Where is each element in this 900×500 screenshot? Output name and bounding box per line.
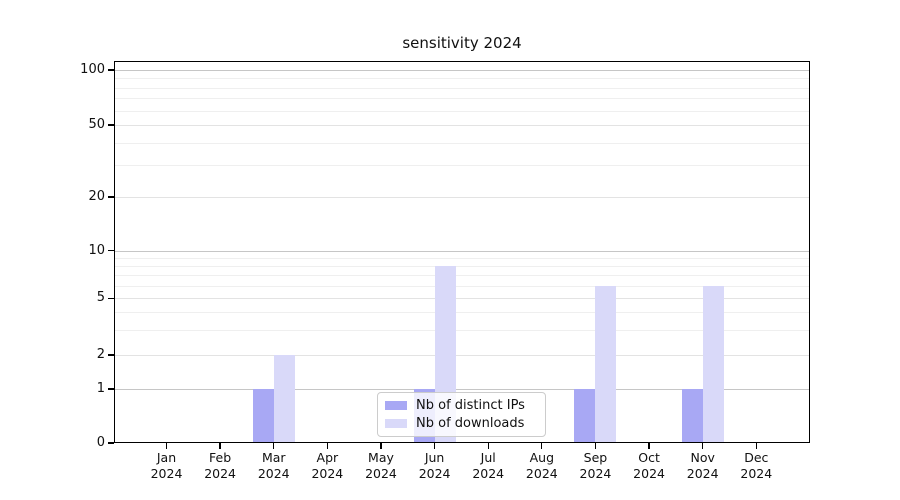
y-tick-label: 50 [88, 117, 105, 132]
x-tick-label: Nov 2024 [686, 450, 719, 481]
legend-label-downloads: Nb of downloads [416, 416, 525, 431]
x-tick-mark [541, 443, 543, 449]
gridline-minor [114, 87, 810, 89]
legend-item-distinct-ips: Nb of distinct IPs [378, 398, 545, 413]
gridline-minor [114, 110, 810, 112]
gridline-minor [114, 142, 810, 144]
gridline-minor [114, 285, 810, 287]
x-tick-mark [165, 443, 168, 449]
bar-distinct-ips [574, 389, 596, 443]
gridline-major [114, 197, 810, 198]
y-tick-label: 5 [96, 290, 105, 306]
bar-distinct-ips [681, 389, 703, 443]
y-tick-mark [108, 388, 114, 390]
gridline-minor [114, 98, 810, 100]
gridline-minor [114, 165, 810, 167]
x-tick-label: Feb 2024 [204, 450, 237, 481]
gridline-major [114, 70, 810, 71]
gridline-major [114, 355, 810, 356]
bar-downloads [595, 285, 617, 443]
gridline-major [114, 125, 810, 126]
y-tick-mark [108, 250, 114, 252]
gridline-minor [114, 78, 810, 80]
gridline-major [114, 389, 810, 390]
legend-swatch-downloads [385, 419, 407, 428]
bar-downloads [273, 355, 295, 443]
gridline-minor [114, 312, 810, 314]
y-tick-mark [108, 354, 114, 356]
y-tick-label: 0 [96, 435, 105, 450]
x-tick-label: Jun 2024 [418, 450, 451, 481]
x-tick-mark [755, 443, 757, 449]
x-tick-mark [648, 443, 650, 449]
gridline-minor [114, 329, 810, 331]
y-tick-label: 2 [96, 347, 105, 362]
legend-label-distinct-ips: Nb of distinct IPs [416, 398, 525, 413]
x-tick-mark [487, 443, 489, 449]
bar-downloads [702, 285, 724, 443]
legend-swatch-distinct-ips [385, 401, 407, 410]
x-tick-label: Aug 2024 [525, 450, 558, 481]
y-tick-mark [108, 124, 114, 126]
x-tick-label: Sep 2024 [579, 450, 612, 481]
x-tick-mark [433, 443, 436, 449]
y-tick-mark [108, 442, 114, 444]
y-tick-label: 10 [88, 242, 105, 258]
x-tick-label: Mar 2024 [257, 450, 290, 481]
gridline-minor [114, 257, 810, 259]
x-tick-label: Dec 2024 [740, 450, 773, 481]
x-tick-label: May 2024 [365, 450, 397, 481]
legend-item-downloads: Nb of downloads [378, 416, 545, 431]
gridline-major [114, 250, 810, 252]
gridline-minor [114, 275, 810, 277]
gridline-major [114, 298, 810, 300]
x-tick-label: Oct 2024 [633, 450, 665, 481]
y-tick-label: 100 [80, 62, 105, 77]
y-tick-label: 20 [88, 189, 105, 204]
x-tick-mark [702, 443, 704, 449]
y-tick-mark [108, 69, 114, 71]
x-tick-mark [594, 443, 597, 449]
x-tick-mark [326, 443, 328, 449]
y-tick-mark [108, 297, 114, 299]
x-tick-label: Apr 2024 [311, 450, 344, 481]
y-tick-label: 1 [96, 381, 105, 396]
legend: Nb of distinct IPs Nb of downloads [377, 392, 546, 437]
chart-title: sensitivity 2024 [402, 34, 522, 52]
y-tick-mark [108, 196, 114, 198]
x-tick-mark [380, 443, 382, 449]
x-tick-mark [219, 443, 221, 449]
gridline-minor [114, 266, 810, 268]
bar-distinct-ips [252, 389, 274, 443]
x-tick-label: Jan 2024 [150, 450, 183, 481]
x-tick-mark [273, 443, 275, 449]
x-tick-label: Jul 2024 [472, 450, 505, 481]
